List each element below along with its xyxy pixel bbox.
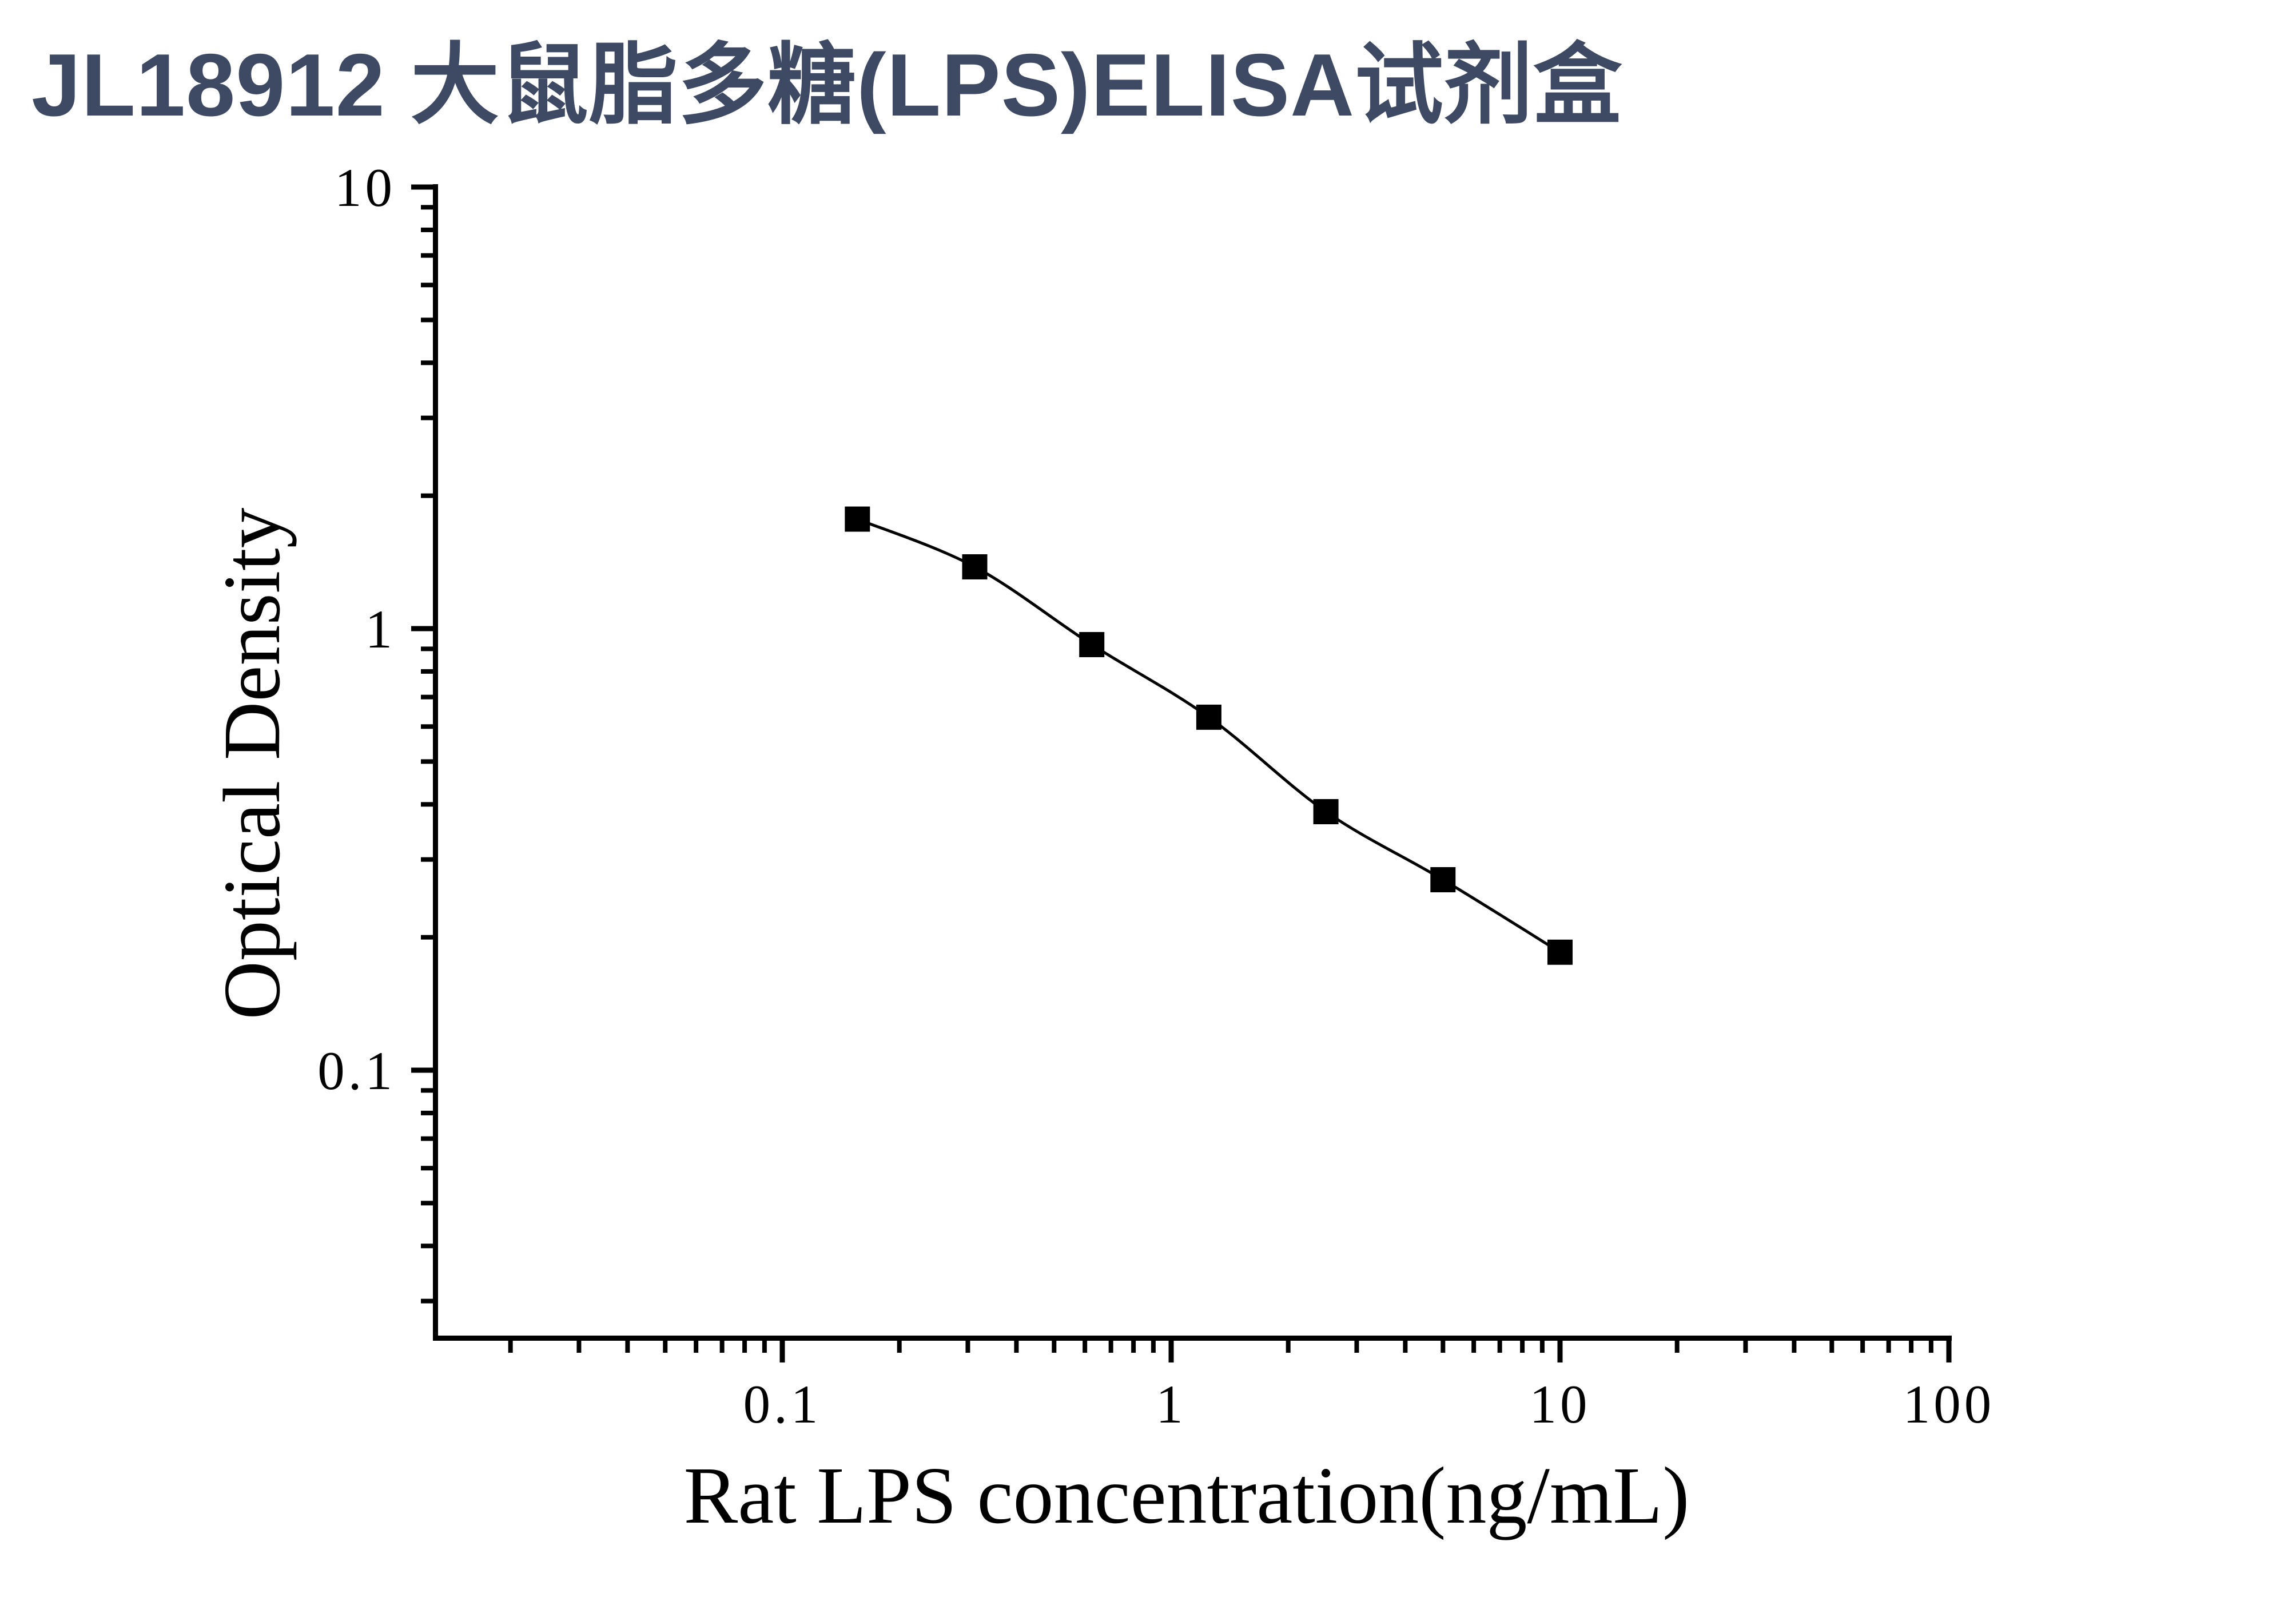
y-tick-label: 10 bbox=[335, 157, 396, 218]
x-axis-title: Rat LPS concentration(ng/mL) bbox=[684, 1450, 1690, 1540]
data-point-marker bbox=[1079, 631, 1105, 657]
data-point-marker bbox=[1196, 704, 1221, 730]
y-axis-title: Optical Density bbox=[206, 507, 297, 1019]
axes bbox=[433, 184, 1952, 1341]
x-tick-label: 10 bbox=[1530, 1374, 1591, 1435]
axis-ticks bbox=[411, 184, 1952, 1362]
data-point-marker bbox=[1430, 867, 1456, 892]
data-point-marker bbox=[845, 506, 870, 532]
y-tick-label: 1 bbox=[365, 599, 396, 660]
axis-tick-labels: 10 1 0.1 0.1 1 10 100 bbox=[317, 157, 1995, 1435]
y-tick-label: 0.1 bbox=[317, 1040, 396, 1101]
x-tick-label: 100 bbox=[1903, 1374, 1995, 1435]
data-point-marker bbox=[1313, 799, 1339, 825]
x-tick-label: 0.1 bbox=[743, 1374, 822, 1435]
data-point-marker bbox=[1547, 939, 1573, 965]
x-tick-label: 1 bbox=[1156, 1374, 1187, 1435]
standard-curve-series bbox=[845, 506, 1573, 965]
page-title: JL18912 大鼠脂多糖(LPS)ELISA试剂盒 bbox=[31, 35, 1623, 134]
data-point-marker bbox=[962, 554, 988, 580]
